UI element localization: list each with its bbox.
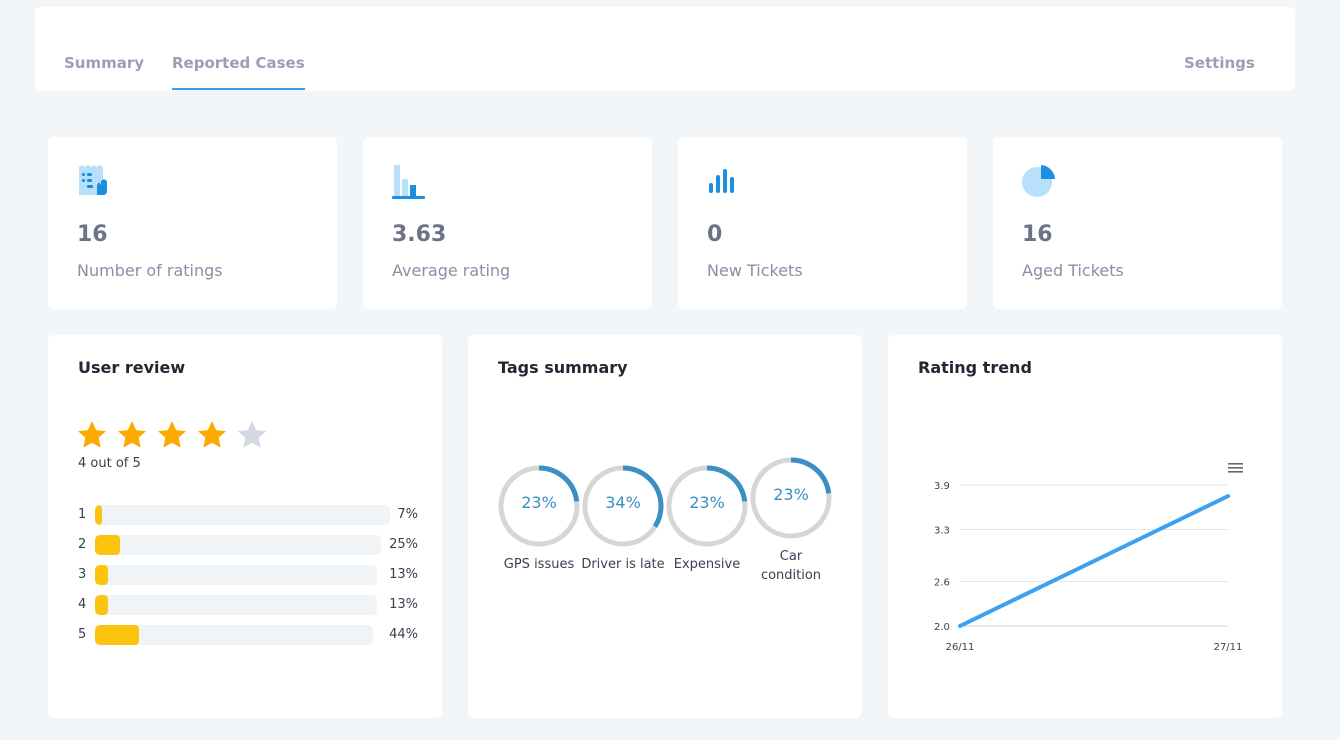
review-caption: 4 out of 5 bbox=[78, 456, 141, 471]
donut-arc bbox=[666, 465, 748, 547]
donut-percent: 23% bbox=[773, 485, 809, 504]
rating-bar-track bbox=[95, 625, 373, 645]
donut-percent: 23% bbox=[521, 493, 557, 512]
stat-card-average-rating: 3.63 Average rating bbox=[363, 137, 652, 309]
chart-menu-icon[interactable] bbox=[1226, 461, 1244, 475]
donut-ring bbox=[582, 465, 664, 547]
tab-reported-cases[interactable]: Reported Cases bbox=[172, 54, 305, 90]
donut-ring bbox=[666, 465, 748, 547]
rating-bar-percent: 7% bbox=[397, 507, 418, 522]
donut-arc bbox=[498, 465, 580, 547]
stat-label: Number of ratings bbox=[77, 261, 223, 280]
stat-label: Aged Tickets bbox=[1022, 261, 1124, 280]
stat-card-aged-tickets: 16 Aged Tickets bbox=[993, 137, 1282, 309]
stat-value: 16 bbox=[1022, 222, 1053, 247]
rating-bar-row: 4 13% bbox=[78, 595, 418, 615]
panel-title: Rating trend bbox=[918, 358, 1032, 377]
rating-bar-track bbox=[95, 565, 377, 585]
rating-bar-label: 5 bbox=[78, 627, 87, 642]
tag-donut: 23% Expensive bbox=[664, 463, 750, 574]
star-filled-icon bbox=[78, 421, 106, 448]
tag-donut: 34% Driver is late bbox=[580, 463, 666, 574]
donut-label: GPS issues bbox=[503, 557, 575, 572]
rating-bar-fill bbox=[95, 505, 102, 525]
tags-summary-panel: Tags summary 23% GPS issues 34% Driver is l… bbox=[468, 335, 862, 718]
receipt-icon bbox=[77, 165, 111, 201]
donut-percent: 23% bbox=[689, 493, 725, 512]
rating-bar-row: 5 44% bbox=[78, 625, 418, 645]
rating-bar-row: 3 13% bbox=[78, 565, 418, 585]
rating-bar-row: 2 25% bbox=[78, 535, 418, 555]
rating-bar-label: 4 bbox=[78, 597, 87, 612]
star-filled-icon bbox=[158, 421, 186, 448]
rating-bar-fill bbox=[95, 565, 108, 585]
donut-label: Expensive bbox=[673, 557, 741, 572]
panel-title: Tags summary bbox=[498, 358, 628, 377]
rating-bar-fill bbox=[95, 535, 120, 555]
rating-bar-fill bbox=[95, 595, 108, 615]
trend-series-line bbox=[958, 494, 1230, 628]
rating-bar-track bbox=[95, 505, 390, 525]
stat-value: 3.63 bbox=[392, 222, 447, 247]
stat-label: New Tickets bbox=[707, 261, 803, 280]
x-tick-label: 27/11 bbox=[1214, 642, 1243, 653]
donut-arc bbox=[750, 457, 832, 539]
panel-title: User review bbox=[78, 358, 186, 377]
user-review-panel: User review 4 out of 5 1 7% 2 25% 3 13% 4 13% 5 4… bbox=[48, 335, 442, 718]
y-tick-label: 2.0 bbox=[934, 622, 950, 633]
rating-bar-label: 2 bbox=[78, 537, 87, 552]
x-tick-label: 26/11 bbox=[946, 642, 975, 653]
star-empty-icon bbox=[238, 421, 266, 448]
stat-label: Average rating bbox=[392, 261, 511, 280]
stat-value: 0 bbox=[707, 222, 723, 247]
donut-ring bbox=[498, 465, 580, 547]
top-navigation-bar: Summary Reported Cases Settings bbox=[35, 7, 1295, 91]
donut-label: Driver is late bbox=[581, 557, 665, 572]
stat-card-ratings: 16 Number of ratings bbox=[48, 137, 337, 309]
y-tick-label: 3.3 bbox=[934, 526, 950, 537]
rating-bar-label: 3 bbox=[78, 567, 87, 582]
rating-trend-chart: 2.0 2.6 3.3 3.9 26/11 27/11 bbox=[934, 461, 1244, 653]
tab-summary[interactable]: Summary bbox=[64, 54, 145, 72]
star-rating bbox=[76, 419, 268, 451]
y-tick-label: 2.6 bbox=[934, 577, 950, 588]
pie-chart-icon bbox=[1022, 165, 1056, 201]
tag-donut: 23% Car condition bbox=[748, 455, 834, 585]
rating-bar-percent: 13% bbox=[389, 567, 418, 582]
rating-bar-row: 1 7% bbox=[78, 505, 418, 525]
rating-bar-percent: 13% bbox=[389, 597, 418, 612]
signal-bars-icon bbox=[707, 165, 741, 201]
donut-arc bbox=[582, 465, 664, 547]
rating-bar-fill bbox=[95, 625, 139, 645]
star-filled-icon bbox=[198, 421, 226, 448]
stat-value: 16 bbox=[77, 222, 108, 247]
y-tick-label: 3.9 bbox=[934, 481, 950, 492]
rating-bar-percent: 44% bbox=[389, 627, 418, 642]
rating-bar-percent: 25% bbox=[389, 537, 418, 552]
rating-trend-panel: Rating trend 2.0 2.6 3.3 3.9 26/11 27/11 bbox=[888, 335, 1282, 718]
stat-card-new-tickets: 0 New Tickets bbox=[678, 137, 967, 309]
donut-label: Car condition bbox=[760, 549, 822, 583]
star-filled-icon bbox=[118, 421, 146, 448]
donut-ring bbox=[750, 457, 832, 539]
tab-settings[interactable]: Settings bbox=[1184, 54, 1255, 72]
tag-donut: 23% GPS issues bbox=[496, 463, 582, 574]
donut-percent: 34% bbox=[605, 493, 641, 512]
bar-chart-icon bbox=[392, 165, 426, 201]
rating-bar-track bbox=[95, 595, 377, 615]
rating-bar-track bbox=[95, 535, 381, 555]
rating-bar-label: 1 bbox=[78, 507, 87, 522]
